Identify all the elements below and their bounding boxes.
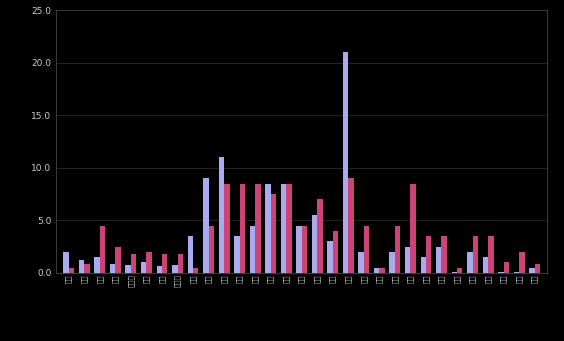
Bar: [188, 236, 193, 273]
Bar: [296, 225, 302, 273]
Bar: [265, 183, 271, 273]
Bar: [343, 52, 349, 273]
Bar: [100, 225, 105, 273]
Bar: [172, 265, 178, 273]
Bar: [436, 247, 442, 273]
Bar: [69, 268, 74, 273]
Bar: [395, 225, 400, 273]
Bar: [426, 236, 431, 273]
Bar: [162, 254, 168, 273]
Bar: [349, 178, 354, 273]
Bar: [529, 268, 535, 273]
Bar: [94, 257, 100, 273]
Bar: [240, 183, 245, 273]
Bar: [141, 262, 147, 273]
Bar: [250, 225, 255, 273]
Bar: [467, 252, 473, 273]
Bar: [504, 262, 509, 273]
Bar: [364, 225, 369, 273]
Bar: [224, 183, 230, 273]
Bar: [519, 252, 525, 273]
Bar: [483, 257, 488, 273]
Bar: [327, 241, 333, 273]
Bar: [380, 268, 385, 273]
Bar: [312, 215, 318, 273]
Bar: [63, 252, 69, 273]
Bar: [131, 254, 136, 273]
Bar: [203, 178, 209, 273]
Bar: [116, 247, 121, 273]
Bar: [358, 252, 364, 273]
Bar: [405, 247, 411, 273]
Bar: [286, 183, 292, 273]
Bar: [411, 183, 416, 273]
Bar: [457, 268, 462, 273]
Bar: [374, 268, 380, 273]
Bar: [234, 236, 240, 273]
Bar: [271, 194, 276, 273]
Bar: [110, 264, 116, 273]
Bar: [85, 264, 90, 273]
Bar: [219, 157, 224, 273]
Bar: [488, 236, 494, 273]
Bar: [79, 260, 85, 273]
Bar: [126, 265, 131, 273]
Bar: [147, 252, 152, 273]
Bar: [193, 268, 199, 273]
Bar: [333, 231, 338, 273]
Bar: [318, 199, 323, 273]
Bar: [178, 254, 183, 273]
Bar: [209, 225, 214, 273]
Bar: [390, 252, 395, 273]
Bar: [473, 236, 478, 273]
Bar: [302, 225, 307, 273]
Bar: [281, 183, 286, 273]
Bar: [514, 272, 519, 273]
Bar: [421, 257, 426, 273]
Bar: [157, 267, 162, 273]
Bar: [452, 272, 457, 273]
Bar: [498, 272, 504, 273]
Bar: [442, 236, 447, 273]
Bar: [255, 183, 261, 273]
Bar: [535, 264, 540, 273]
